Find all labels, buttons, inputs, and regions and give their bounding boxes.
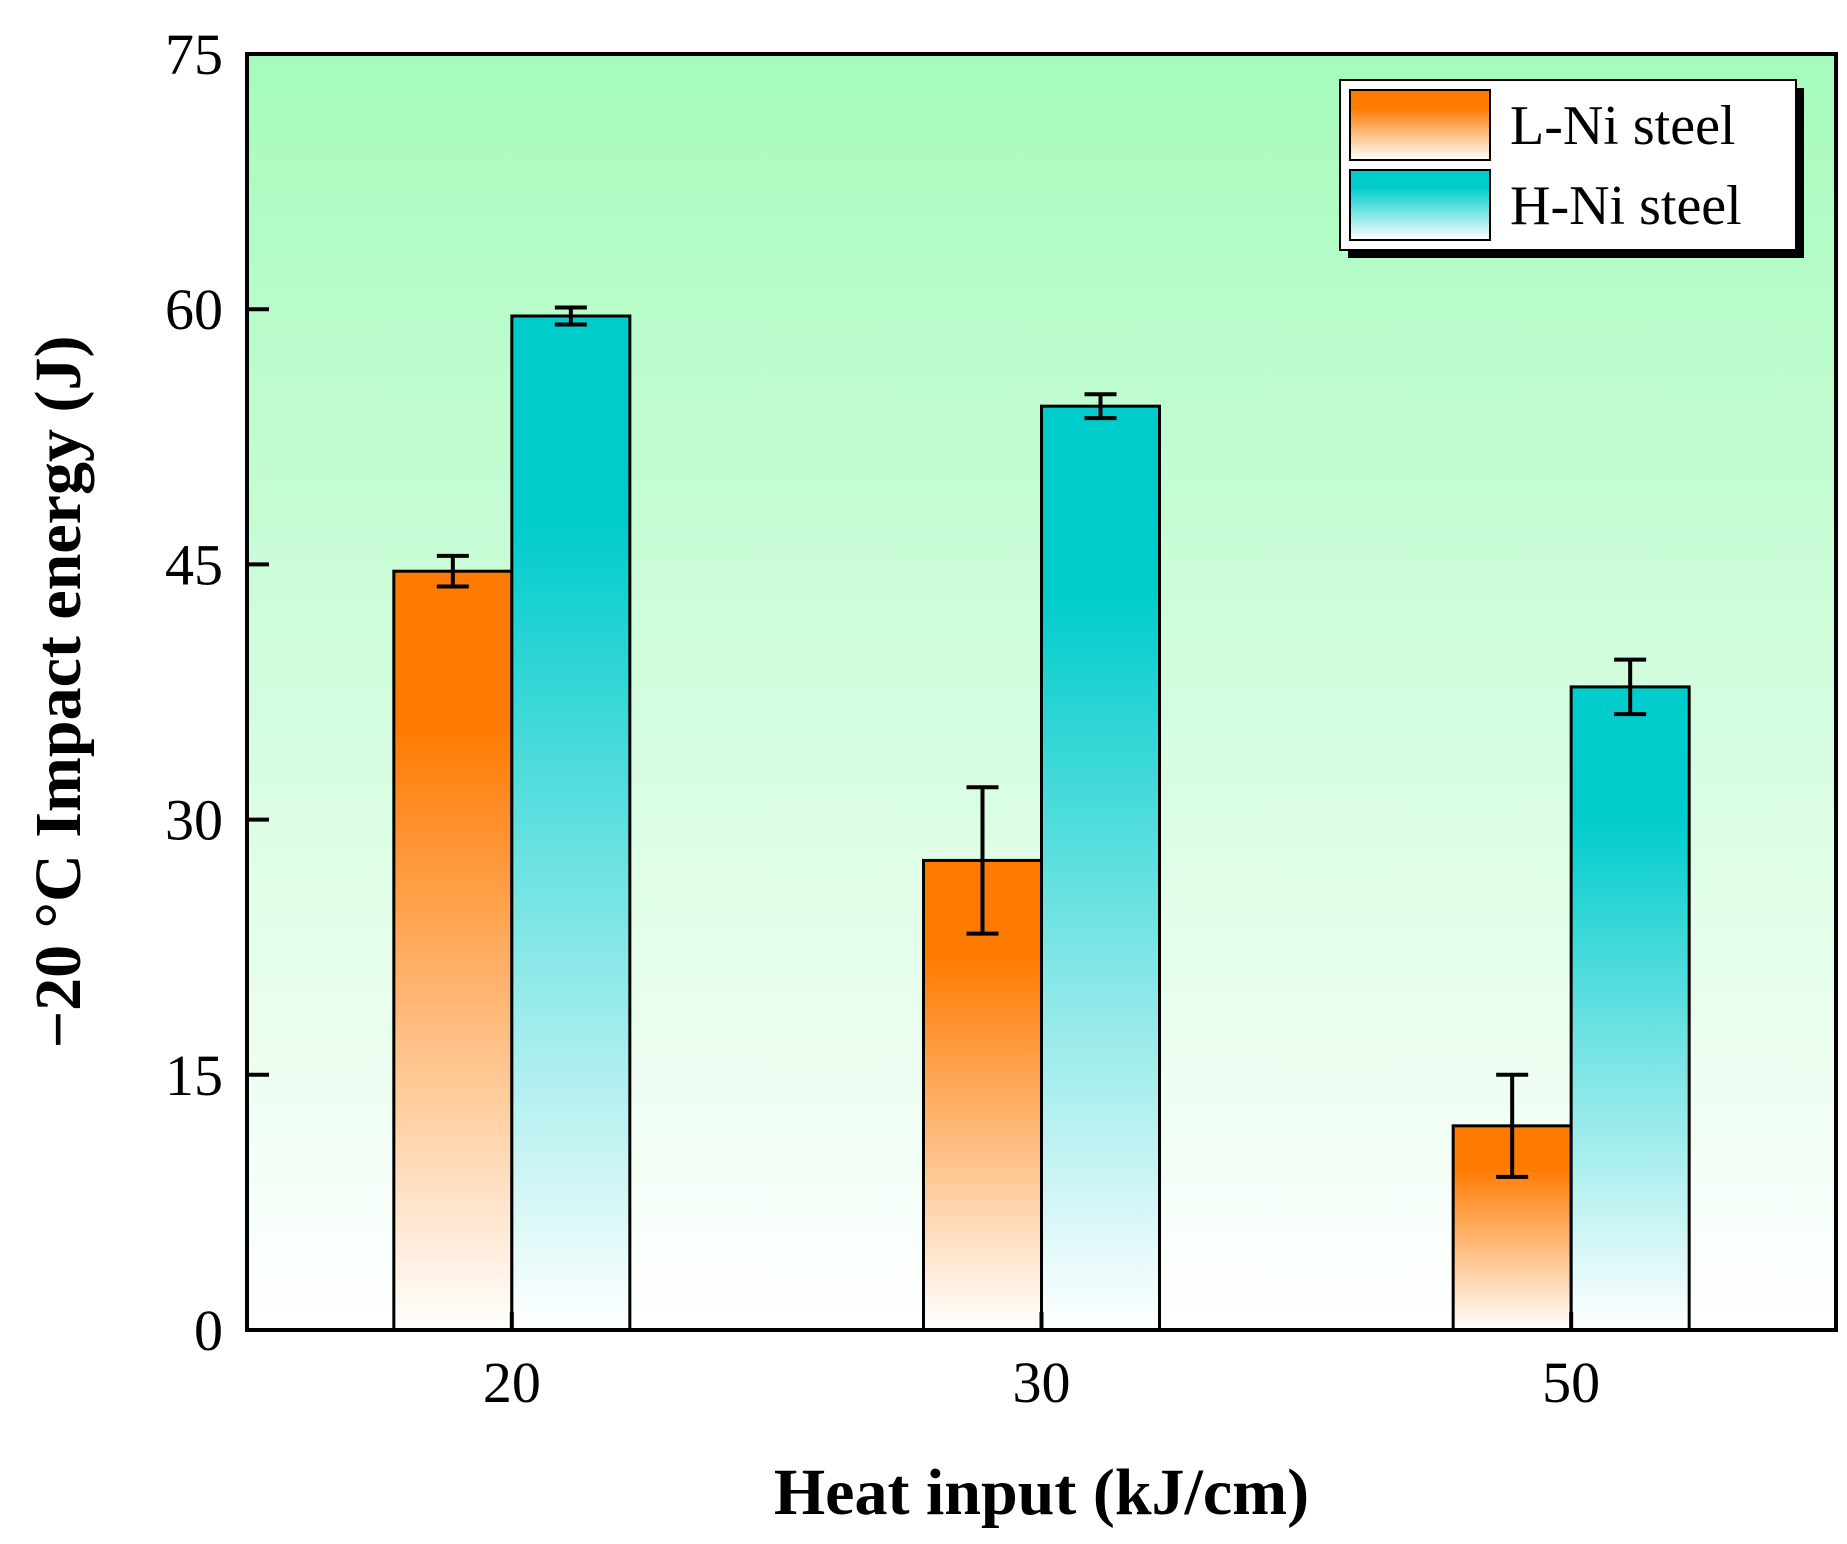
x-axis-title: Heat input (kJ/cm) bbox=[774, 1456, 1309, 1529]
bar-l-ni-steel-20 bbox=[392, 569, 514, 1332]
y-tick-label-15: 15 bbox=[165, 1043, 223, 1108]
legend-label-l-ni-steel: L-Ni steel bbox=[1510, 95, 1735, 157]
y-axis: 0 15 30 45 60 75 bbox=[165, 22, 269, 1363]
error-bar-h-ni-steel-30 bbox=[1084, 392, 1117, 421]
x-axis: 20 30 50 bbox=[483, 1312, 1600, 1415]
x-tick-label-20: 20 bbox=[483, 1350, 541, 1415]
y-tick-label-75: 75 bbox=[165, 22, 223, 87]
error-bar-l-ni-steel-50 bbox=[1496, 1072, 1529, 1179]
error-bar-l-ni-steel-30 bbox=[966, 785, 999, 936]
legend-swatch-l-ni-steel bbox=[1349, 89, 1491, 161]
y-tick-label-45: 45 bbox=[165, 532, 223, 597]
x-tick-label-50: 50 bbox=[1542, 1350, 1600, 1415]
bar-h-ni-steel-20 bbox=[510, 314, 632, 1332]
y-tick-label-0: 0 bbox=[194, 1298, 223, 1363]
error-bar-h-ni-steel-20 bbox=[554, 305, 587, 327]
y-tick-label-30: 30 bbox=[165, 788, 223, 853]
bar-h-ni-steel-30 bbox=[1040, 404, 1161, 1332]
legend-swatch-h-ni-steel bbox=[1349, 169, 1491, 241]
legend: L-Ni steel H-Ni steel bbox=[1339, 79, 1804, 258]
legend-label-h-ni-steel: H-Ni steel bbox=[1510, 175, 1742, 237]
error-bars-layer bbox=[436, 305, 1647, 1179]
y-tick-label-60: 60 bbox=[165, 277, 223, 342]
bar-l-ni-steel-30 bbox=[922, 858, 1043, 1332]
error-bar-h-ni-steel-50 bbox=[1614, 657, 1647, 717]
x-tick-label-30: 30 bbox=[1013, 1350, 1071, 1415]
y-axis-title: −20 °C Impact energy (J) bbox=[22, 336, 95, 1049]
bars-layer bbox=[392, 314, 1691, 1332]
error-bar-l-ni-steel-20 bbox=[436, 553, 469, 589]
bar-h-ni-steel-50 bbox=[1569, 685, 1691, 1332]
